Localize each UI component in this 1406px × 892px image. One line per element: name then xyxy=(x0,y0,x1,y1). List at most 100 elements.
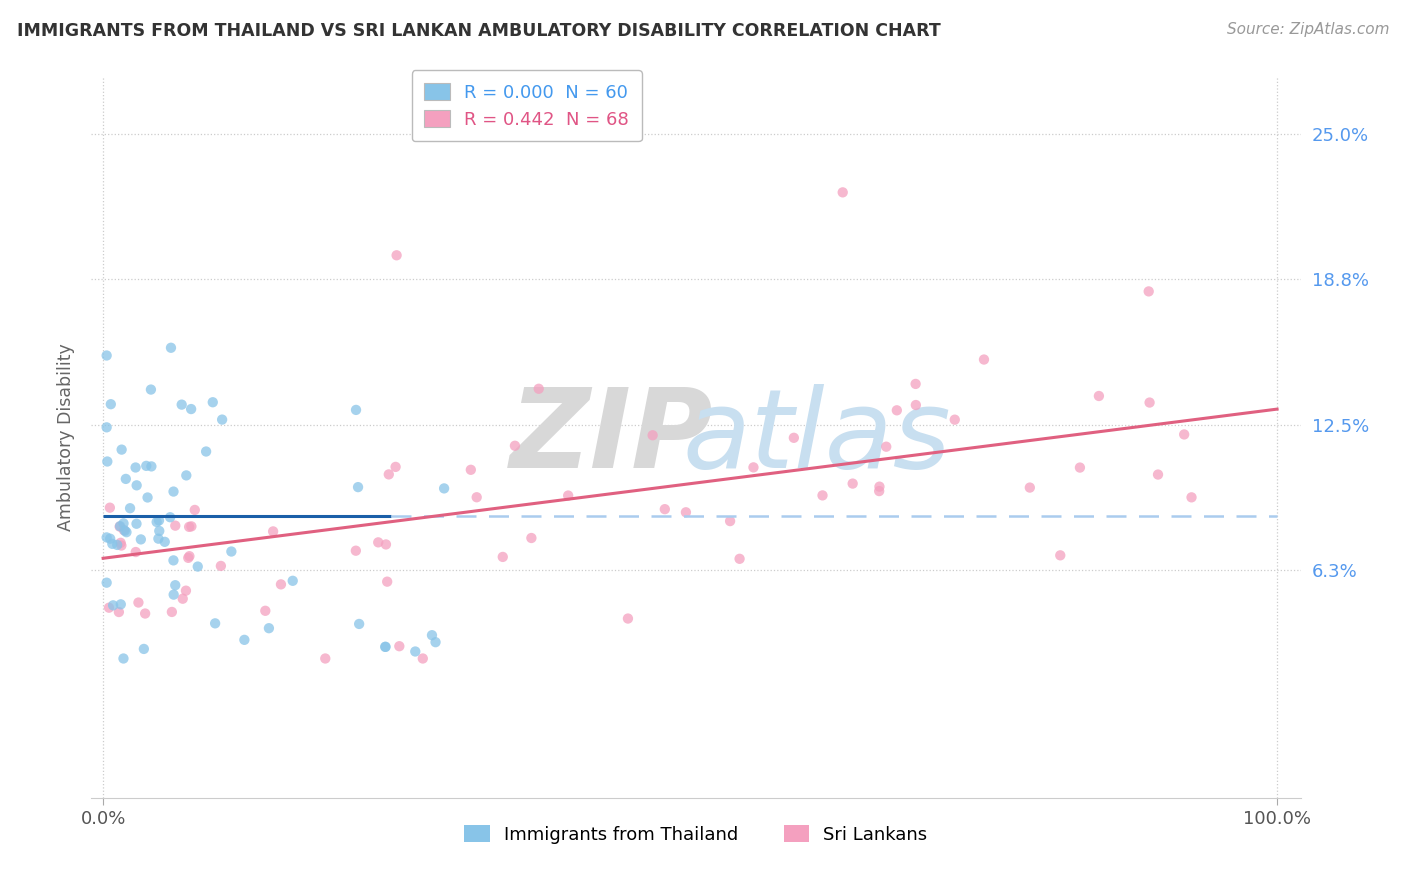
Point xyxy=(115,525,138,540)
Point xyxy=(728,551,751,566)
Point xyxy=(1139,395,1161,409)
Point xyxy=(347,480,370,494)
Point xyxy=(973,352,995,367)
Point xyxy=(433,482,456,496)
Point xyxy=(1180,491,1202,505)
Point xyxy=(718,514,741,528)
Point xyxy=(96,454,118,468)
Point xyxy=(811,488,834,502)
Point xyxy=(184,503,207,517)
Point xyxy=(153,534,176,549)
Point xyxy=(1069,460,1091,475)
Point xyxy=(617,611,640,625)
Point xyxy=(100,397,122,411)
Point xyxy=(1088,389,1111,403)
Point xyxy=(675,505,697,519)
Point xyxy=(110,536,132,550)
Point xyxy=(160,341,183,355)
Point xyxy=(425,635,447,649)
Text: atlas: atlas xyxy=(682,384,952,491)
Point xyxy=(557,489,579,503)
Point xyxy=(367,535,389,549)
Point xyxy=(211,412,233,426)
Point xyxy=(783,431,806,445)
Point xyxy=(125,545,148,559)
Point xyxy=(129,533,152,547)
Point xyxy=(904,398,927,412)
Point xyxy=(101,599,124,613)
Point xyxy=(465,490,488,504)
Point xyxy=(180,402,202,417)
Point xyxy=(136,491,159,505)
Point xyxy=(162,553,184,567)
Point xyxy=(148,514,170,528)
Point xyxy=(209,558,232,573)
Point xyxy=(1018,481,1040,495)
Point xyxy=(172,591,194,606)
Point xyxy=(96,575,118,590)
Point xyxy=(378,467,401,482)
Point xyxy=(869,480,891,494)
Point xyxy=(111,442,134,457)
Point xyxy=(233,632,256,647)
Text: ZIP: ZIP xyxy=(509,384,713,491)
Point xyxy=(139,383,162,397)
Point xyxy=(195,444,218,458)
Point xyxy=(831,186,853,200)
Point xyxy=(204,616,226,631)
Point xyxy=(742,460,765,475)
Point xyxy=(179,520,201,534)
Point xyxy=(112,523,135,537)
Point xyxy=(641,428,664,442)
Point xyxy=(163,588,186,602)
Point xyxy=(120,501,142,516)
Point xyxy=(124,460,146,475)
Point xyxy=(187,559,209,574)
Point xyxy=(841,476,863,491)
Y-axis label: Ambulatory Disability: Ambulatory Disability xyxy=(56,343,75,531)
Point xyxy=(420,628,443,642)
Point xyxy=(1147,467,1170,482)
Point xyxy=(375,537,398,551)
Legend: Immigrants from Thailand, Sri Lankans: Immigrants from Thailand, Sri Lankans xyxy=(454,814,938,855)
Point xyxy=(875,440,897,454)
Point xyxy=(148,524,170,538)
Point xyxy=(412,651,434,665)
Point xyxy=(179,549,201,564)
Point xyxy=(344,403,367,417)
Point xyxy=(127,595,149,609)
Point xyxy=(98,532,121,546)
Point xyxy=(344,543,367,558)
Point xyxy=(1137,285,1160,299)
Point xyxy=(374,640,396,654)
Point xyxy=(134,607,156,621)
Point xyxy=(110,539,132,553)
Point xyxy=(108,519,131,533)
Point xyxy=(503,439,526,453)
Point xyxy=(96,530,118,544)
Point xyxy=(159,510,181,524)
Point xyxy=(257,621,280,635)
Point xyxy=(112,516,135,531)
Point xyxy=(135,458,157,473)
Point xyxy=(165,518,187,533)
Point xyxy=(262,524,284,539)
Point xyxy=(125,478,148,492)
Point xyxy=(375,574,398,589)
Point xyxy=(177,550,200,565)
Point xyxy=(98,600,121,615)
Point xyxy=(904,376,927,391)
Point xyxy=(254,604,277,618)
Point xyxy=(170,398,193,412)
Point xyxy=(314,651,336,665)
Point xyxy=(1173,427,1195,442)
Point xyxy=(98,500,121,515)
Point xyxy=(374,640,396,654)
Point xyxy=(388,639,411,653)
Text: IMMIGRANTS FROM THAILAND VS SRI LANKAN AMBULATORY DISABILITY CORRELATION CHART: IMMIGRANTS FROM THAILAND VS SRI LANKAN A… xyxy=(17,22,941,40)
Point xyxy=(221,544,243,558)
Point xyxy=(943,412,966,426)
Point xyxy=(347,617,370,632)
Point xyxy=(385,248,408,262)
Point xyxy=(96,349,118,363)
